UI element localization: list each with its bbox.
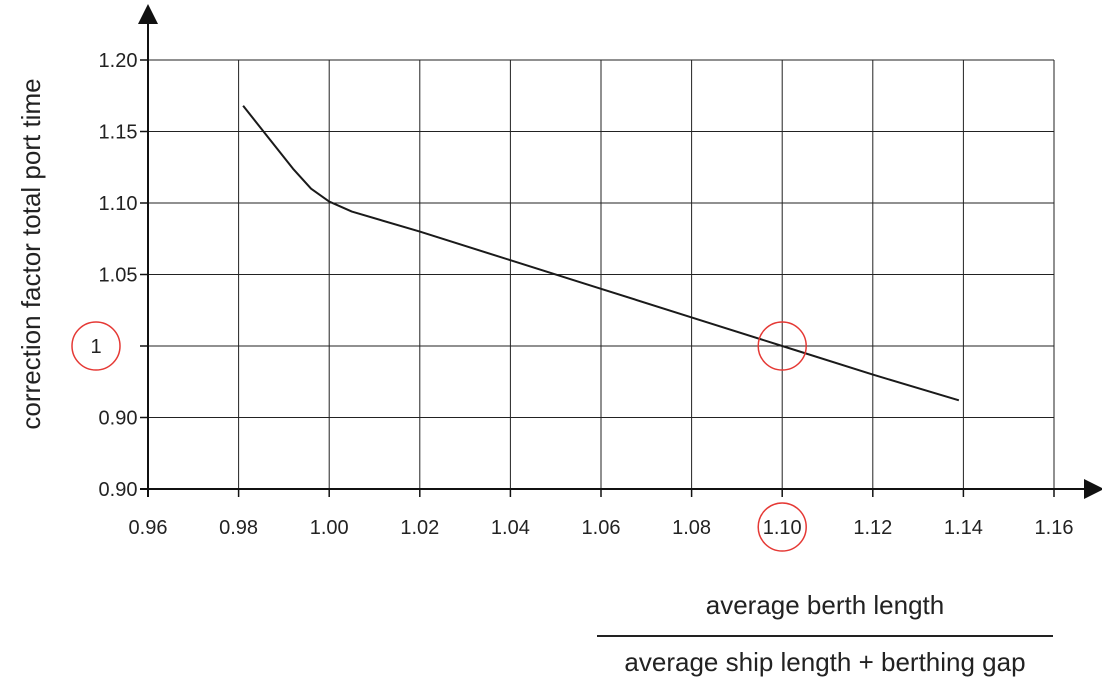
data-line — [242, 105, 960, 402]
x-tick-label: 1.06 — [582, 517, 621, 539]
x-tick-label: 1.00 — [310, 517, 349, 539]
x-axis-label-numerator: average berth length — [705, 590, 945, 620]
y-tick-label: 1 — [90, 336, 101, 358]
y-tick-label: 1.20 — [99, 50, 138, 72]
y-tick-label: 0.90 — [99, 479, 138, 501]
x-tick-label: 0.96 — [129, 517, 168, 539]
tick-labels: 0.96 0.98 1.00 1.02 1.04 1.06 1.08 1.10 1.12 1.14… — [90, 50, 1073, 539]
highlight-layer — [71, 321, 807, 552]
y-tick-label: 1.10 — [99, 193, 138, 215]
grid — [148, 59, 1055, 489]
axes — [138, 4, 1102, 499]
x-axis-label-fraction-bar — [597, 635, 1053, 637]
y-tick-label: 1.05 — [99, 265, 138, 287]
x-tick-label: 1.14 — [944, 517, 983, 539]
y-tick-label: 0.90 — [99, 408, 138, 430]
x-axis-label-denominator: average ship length + berthing gap — [624, 647, 1026, 677]
x-tick-label: 1.02 — [400, 517, 439, 539]
x-tick-label: 0.98 — [219, 517, 258, 539]
x-tick-label: 1.10 — [763, 517, 802, 539]
x-tick-label: 1.16 — [1035, 517, 1074, 539]
x-tick-label: 1.08 — [672, 517, 711, 539]
highlight-circle-y-tick — [71, 321, 121, 371]
x-tick-label: 1.12 — [853, 517, 892, 539]
highlight-circle-point — [757, 321, 807, 371]
highlight-circle-x-tick — [757, 502, 807, 552]
x-tick-label: 1.04 — [491, 517, 530, 539]
y-axis-label: correction factor total port time — [16, 78, 46, 429]
y-tick-label: 1.15 — [99, 122, 138, 144]
series-layer — [242, 105, 960, 402]
